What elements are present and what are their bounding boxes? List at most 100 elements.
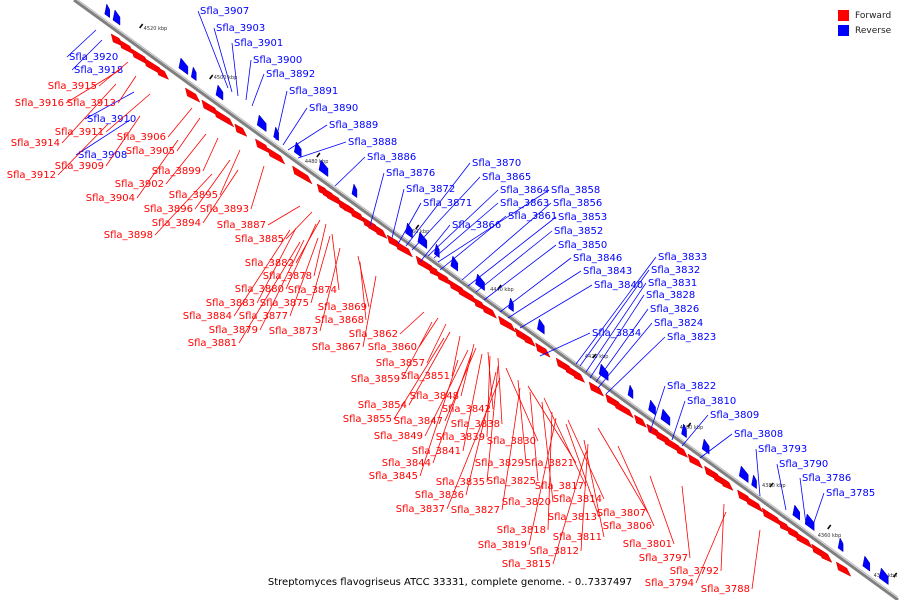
gene-leader-line bbox=[486, 355, 491, 438]
gene-label: Sfla_3844 bbox=[382, 458, 431, 469]
gene-leader-line bbox=[483, 244, 557, 301]
scale-label: 4380 kbp bbox=[762, 483, 786, 489]
gene-label: Sfla_3833 bbox=[658, 252, 707, 263]
gene-leader-line bbox=[565, 423, 600, 518]
gene-leader-line bbox=[105, 115, 141, 167]
gene-leader-line bbox=[541, 401, 554, 503]
gene-leader-line bbox=[251, 73, 265, 107]
genome-backbone bbox=[73, 0, 899, 600]
gene-label: Sfla_3838 bbox=[451, 419, 500, 430]
forward-gene-glyph bbox=[522, 333, 536, 347]
gene-label: Sfla_3836 bbox=[415, 490, 464, 501]
gene-leader-line bbox=[475, 230, 553, 293]
gene-label: Sfla_3793 bbox=[758, 444, 807, 455]
gene-leader-line bbox=[776, 463, 787, 511]
reverse-gene-glyph bbox=[417, 231, 428, 250]
gene-leader-line bbox=[419, 359, 459, 477]
gene-label: Sfla_3826 bbox=[650, 304, 699, 315]
gene-leader-line bbox=[165, 133, 207, 185]
gene-label: Sfla_3891 bbox=[289, 86, 338, 97]
gene-label: Sfla_3886 bbox=[367, 152, 416, 163]
gene-label: Sfla_3865 bbox=[482, 172, 531, 183]
gene-label: Sfla_3913 bbox=[67, 98, 116, 109]
gene-leader-line bbox=[397, 202, 422, 245]
gene-label: Sfla_3794 bbox=[645, 578, 694, 589]
gene-label: Sfla_3820 bbox=[502, 497, 551, 508]
gene-label: Sfla_3819 bbox=[478, 540, 527, 551]
gene-label: Sfla_3893 bbox=[200, 204, 249, 215]
reverse-gene-glyph bbox=[190, 66, 197, 82]
gene-leader-line bbox=[75, 119, 131, 156]
gene-label: Sfla_3840 bbox=[594, 280, 643, 291]
gene-label: Sfla_3905 bbox=[126, 146, 175, 157]
gene-label: Sfla_3876 bbox=[386, 168, 435, 179]
gene-leader-line bbox=[799, 477, 807, 525]
gene-leader-line bbox=[297, 141, 347, 159]
gene-leader-line bbox=[605, 336, 666, 395]
gene-leader-line bbox=[194, 159, 231, 210]
scale-tick bbox=[893, 572, 898, 578]
gene-label: Sfla_3848 bbox=[410, 391, 459, 402]
forward-gene-glyph bbox=[374, 225, 388, 239]
gene-label: Sfla_3858 bbox=[551, 185, 600, 196]
scale-tick bbox=[687, 422, 692, 428]
gene-label: Sfla_3900 bbox=[253, 55, 302, 66]
gene-leader-line bbox=[334, 156, 366, 187]
gene-leader-line bbox=[426, 323, 447, 364]
forward-gene-glyph bbox=[234, 123, 248, 137]
gene-label: Sfla_3903 bbox=[216, 23, 265, 34]
forward-gene-glyph bbox=[498, 315, 517, 333]
reverse-gene-glyph bbox=[681, 423, 687, 439]
gene-label: Sfla_3888 bbox=[348, 137, 397, 148]
scale-tick bbox=[209, 74, 214, 80]
scale-tick bbox=[415, 224, 420, 230]
forward-gene-glyph bbox=[634, 414, 647, 428]
gene-leader-line bbox=[751, 529, 761, 590]
forward-gene-glyph bbox=[835, 561, 852, 577]
gene-label: Sfla_3912 bbox=[7, 170, 56, 181]
scale-label: 4400 kbp bbox=[680, 425, 704, 431]
gene-leader-line bbox=[424, 349, 469, 437]
gene-label: Sfla_3862 bbox=[349, 329, 398, 340]
gene-leader-line bbox=[527, 385, 577, 464]
gene-label: Sfla_3818 bbox=[497, 525, 546, 536]
gene-label: Sfla_3881 bbox=[188, 338, 237, 349]
gene-label: Sfla_3831 bbox=[648, 278, 697, 289]
gene-leader-line bbox=[197, 10, 229, 89]
forward-gene-glyph bbox=[535, 342, 551, 358]
gene-label: Sfla_3830 bbox=[487, 436, 536, 447]
gene-label: Sfla_3824 bbox=[654, 318, 703, 329]
forward-gene-glyph bbox=[213, 108, 235, 128]
gene-label: Sfla_3801 bbox=[623, 539, 672, 550]
gene-leader-line bbox=[202, 137, 219, 172]
gene-label: Sfla_3825 bbox=[487, 476, 536, 487]
gene-label: Sfla_3910 bbox=[87, 114, 136, 125]
gene-label: Sfla_3842 bbox=[442, 404, 491, 415]
gene-label: Sfla_3792 bbox=[670, 566, 719, 577]
gene-leader-line bbox=[567, 419, 605, 500]
gene-leader-line bbox=[649, 475, 675, 545]
gene-leader-line bbox=[487, 351, 494, 410]
forward-gene-glyph bbox=[745, 495, 764, 513]
gene-leader-line bbox=[519, 284, 593, 329]
scale-tick bbox=[769, 482, 774, 488]
scale-label: 4500 kbp bbox=[214, 75, 238, 81]
forward-gene-glyph bbox=[794, 531, 813, 549]
gene-label: Sfla_3873 bbox=[269, 326, 318, 337]
gene-label: Sfla_3918 bbox=[74, 65, 123, 76]
gene-leader-line bbox=[57, 123, 109, 176]
scale-label: 4440 kbp bbox=[490, 287, 514, 293]
forward-gene-glyph bbox=[613, 399, 634, 419]
reverse-gene-glyph bbox=[293, 141, 302, 158]
gene-leader-line bbox=[285, 211, 313, 240]
gene-label: Sfla_3882 bbox=[245, 258, 294, 269]
gene-label: Sfla_3885 bbox=[235, 234, 284, 245]
gene-label: Sfla_3890 bbox=[309, 103, 358, 114]
forward-gene-glyph bbox=[292, 165, 313, 185]
reverse-gene-glyph bbox=[104, 3, 110, 19]
scale-label: 4420 kbp bbox=[585, 354, 609, 360]
gene-leader-line bbox=[267, 205, 301, 226]
reverse-gene-glyph bbox=[627, 384, 634, 400]
gene-leader-line bbox=[427, 189, 499, 257]
gene-leader-line bbox=[681, 485, 691, 559]
